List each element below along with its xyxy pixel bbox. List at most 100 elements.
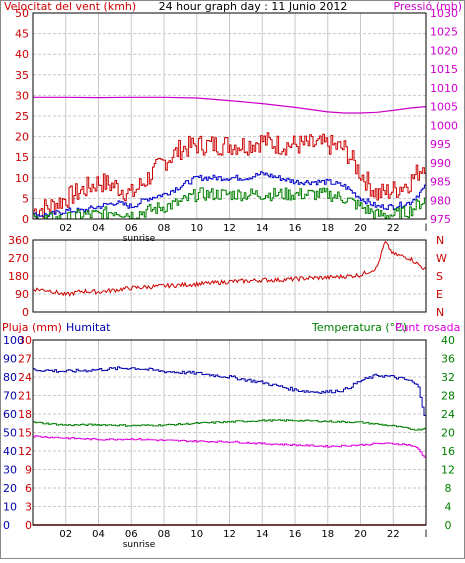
rain-axis-ticks: 0 3 6 9 12 15 18 21 24 27 30: [18, 334, 32, 532]
temperature-tick-label: 20: [441, 427, 455, 440]
wind-hour-tick-label: 08: [158, 223, 171, 234]
wind-speed-tick-label: 20: [15, 131, 29, 144]
climate-hour-tick-label: l: [425, 529, 428, 540]
temperature-axis-title: Temperatura (°C): [311, 321, 407, 334]
pressure-series-line: [33, 96, 427, 114]
wind-axis-title: Velocitat del vent (kmh): [4, 0, 136, 13]
pressure-tick-label: 1030: [430, 7, 458, 20]
humidity-tick-label: 40: [3, 445, 17, 458]
humidity-tick-label: 20: [3, 482, 17, 495]
wind-hour-tick-label: 22: [387, 223, 400, 234]
compass-letter: N: [436, 234, 444, 247]
wind-speed-tick-label: 25: [15, 110, 29, 123]
rain-tick-label: 3: [25, 501, 32, 514]
pressure-tick-label: 990: [430, 157, 451, 170]
wind-speed-tick-label: 40: [15, 48, 29, 61]
humidity-series-line: [33, 366, 427, 425]
pressure-tick-label: 1025: [430, 26, 458, 39]
temperature-tick-label: 40: [441, 334, 455, 347]
direction-frame: [32, 239, 427, 313]
temperature-tick-label: 12: [441, 464, 455, 477]
temperature-tick-label: 24: [441, 408, 455, 421]
wind-speed-tick-label: 30: [15, 89, 29, 102]
climate-hour-axis-ticks: 02 04 06 08 10 12 14 16 18 20 22 l: [59, 529, 427, 540]
humidity-tick-label: 50: [3, 427, 17, 440]
wind-speed-tick-label: 50: [15, 7, 29, 20]
rain-tick-label: 15: [18, 427, 32, 440]
humidity-tick-label: 10: [3, 501, 17, 514]
rain-tick-label: 0: [25, 519, 32, 532]
pressure-axis-ticks: 975 980 985 990 995 1000 1005 1010 1015 1020 1025 1…: [430, 7, 458, 226]
humidity-tick-label: 70: [3, 390, 17, 403]
direction-degree-label: 360: [8, 234, 29, 247]
rain-tick-label: 24: [18, 371, 32, 384]
humidity-tick-label: 100: [3, 334, 24, 347]
humidity-temperature-gridlines: [33, 339, 426, 526]
climate-hour-tick-label: 12: [223, 529, 236, 540]
chart-title: 24 hour graph day : 11 Junio 2012: [159, 0, 348, 13]
humidity-tick-label: 60: [3, 408, 17, 421]
humidity-temperature-frame: [32, 339, 427, 526]
wind-hour-tick-label: l: [425, 223, 428, 234]
compass-letter: N: [436, 306, 444, 319]
climate-hour-tick-label: 06: [125, 529, 138, 540]
humidity-axis-title: Humitat: [66, 321, 111, 334]
pressure-tick-label: 1015: [430, 63, 458, 76]
climate-hour-tick-label: 02: [59, 529, 72, 540]
wind-hour-tick-label: 16: [289, 223, 302, 234]
temperature-tick-label: 28: [441, 390, 455, 403]
wind-hour-tick-label: 12: [223, 223, 236, 234]
rain-axis-title: Pluja (mm): [2, 321, 62, 334]
temperature-tick-label: 8: [445, 482, 452, 495]
temperature-tick-label: 16: [441, 445, 455, 458]
pressure-tick-label: 1010: [430, 82, 458, 95]
pressure-tick-label: 1005: [430, 101, 458, 114]
direction-series: [32, 240, 427, 297]
climate-hour-tick-label: 18: [321, 529, 334, 540]
wind-speed-tick-label: 10: [15, 172, 29, 185]
rain-tick-label: 9: [25, 464, 32, 477]
direction-degree-label: 270: [8, 252, 29, 265]
climate-hour-tick-label: 14: [256, 529, 269, 540]
humidity-tick-label: 0: [3, 519, 10, 532]
wind-hour-tick-label: 10: [190, 223, 203, 234]
sunrise-label-bottom: sunrise: [123, 540, 156, 550]
rain-tick-label: 21: [18, 390, 32, 403]
compass-letter: S: [436, 270, 443, 283]
dewpoint-series-line: [33, 435, 427, 461]
pressure-tick-label: 985: [430, 176, 451, 189]
climate-hour-tick-label: 10: [190, 529, 203, 540]
compass-letter: W: [436, 252, 447, 265]
pressure-tick-label: 995: [430, 138, 451, 151]
wind-hour-tick-label: 14: [256, 223, 269, 234]
climate-hour-tick-label: 08: [158, 529, 171, 540]
wind-hour-tick-label: 06: [125, 223, 138, 234]
wind-pressure-series: [33, 96, 427, 220]
wind-speed-tick-label: 45: [15, 28, 29, 41]
wind_min-series-line: [33, 187, 427, 220]
temperature-tick-label: 0: [445, 519, 452, 532]
humidity-tick-label: 90: [3, 353, 17, 366]
direction-degree-label: 0: [22, 306, 29, 319]
wind-pressure-frame: [32, 12, 427, 220]
wind-hour-tick-label: 04: [92, 223, 105, 234]
rain-tick-label: 27: [18, 353, 32, 366]
climate-hour-tick-label: 16: [289, 529, 302, 540]
sunrise-label-top: sunrise: [123, 234, 156, 244]
wind-hour-tick-label: 18: [321, 223, 334, 234]
compass-letter: E: [436, 288, 443, 301]
temperature-tick-label: 36: [441, 353, 455, 366]
temperature-tick-label: 32: [441, 371, 455, 384]
wind-hour-axis-ticks: 02 04 06 08 10 12 14 16 18 20 22 l: [59, 223, 427, 234]
direction-degree-label: 180: [8, 270, 29, 283]
wind_avg-series-line: [33, 171, 427, 219]
wind-speed-axis-ticks: 0 5 10 15 20 25 30 35 40 45 50: [15, 7, 29, 226]
pressure-tick-label: 1000: [430, 119, 458, 132]
pressure-tick-label: 1020: [430, 44, 458, 57]
pressure-tick-label: 975: [430, 213, 451, 226]
direction-degree-ticks: 0 90 180 270 360: [8, 234, 29, 319]
temperature-series-line: [33, 419, 427, 431]
humidity-axis-ticks: 0 10 20 30 40 50 60 70 80 90 100: [3, 334, 24, 532]
